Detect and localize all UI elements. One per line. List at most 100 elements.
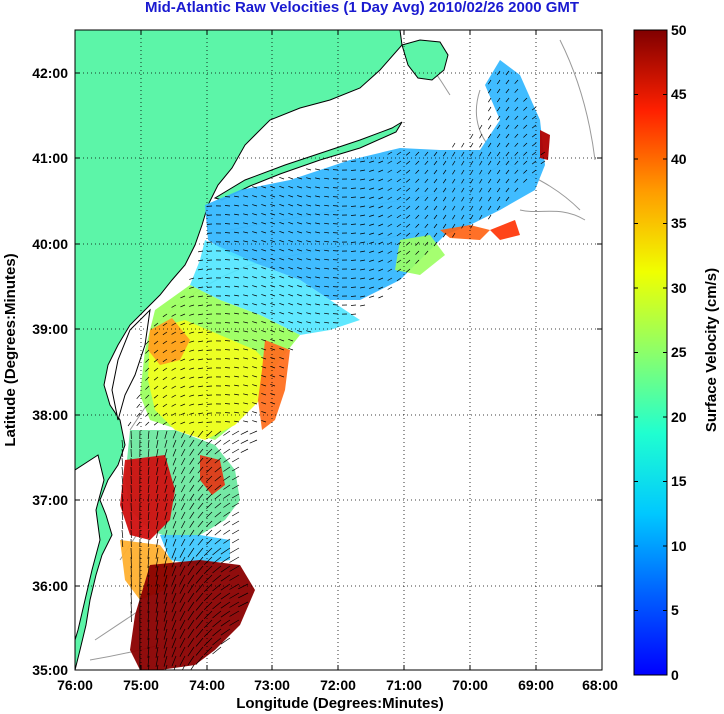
velocity-arrow	[229, 619, 240, 626]
velocity-arrow	[387, 259, 393, 263]
velocity-arrow	[288, 176, 294, 180]
velocity-arrow	[360, 169, 366, 172]
velocity-arrow	[156, 664, 159, 670]
velocity-arrow	[206, 511, 213, 518]
velocity-arrow	[297, 330, 303, 333]
velocity-arrow	[306, 186, 312, 189]
velocity-arrow	[214, 430, 222, 437]
velocity-arrow	[405, 214, 411, 219]
colorbar-ticks: 50 45 40 35 30 25 20 15 10 5 0	[671, 22, 687, 683]
velocity-arrow	[252, 366, 258, 369]
velocity-arrow	[147, 637, 150, 649]
velocity-arrow	[147, 475, 150, 485]
velocity-arrow	[297, 285, 303, 288]
velocity-arrow	[243, 420, 249, 423]
map-grid	[75, 30, 602, 670]
velocity-arrow	[324, 267, 330, 270]
velocity-arrow	[164, 529, 168, 538]
velocity-arrow	[198, 385, 204, 388]
velocity-arrow	[270, 284, 276, 288]
velocity-arrow	[297, 240, 303, 243]
velocity-arrow	[172, 511, 177, 520]
velocity-arrow	[523, 151, 528, 156]
velocity-arrow	[470, 205, 474, 211]
velocity-arrow	[297, 195, 303, 198]
velocity-arrow	[179, 574, 186, 585]
velocity-arrow	[488, 169, 492, 175]
velocity-arrow	[369, 214, 375, 217]
velocity-arrow	[369, 169, 375, 172]
velocity-arrow	[189, 484, 195, 492]
velocity-arrow	[415, 214, 420, 219]
velocity-arrow	[156, 466, 159, 475]
velocity-arrow	[224, 331, 231, 333]
velocity-arrow	[306, 249, 312, 252]
velocity-arrow	[324, 195, 330, 198]
velocity-arrow	[415, 232, 420, 237]
velocity-arrow	[369, 277, 375, 280]
velocity-arrow	[243, 258, 249, 261]
velocity-arrow	[378, 295, 384, 299]
y-tick-label: 37:00	[32, 492, 68, 508]
velocity-arrow	[479, 187, 483, 193]
velocity-arrow	[288, 338, 294, 342]
colorbar-tick-label: 15	[671, 473, 687, 489]
velocity-arrow	[350, 259, 357, 261]
velocity-arrow	[531, 124, 537, 129]
velocity-arrow	[180, 313, 186, 317]
velocity-arrow	[155, 628, 159, 640]
velocity-arrow	[479, 214, 483, 220]
velocity-arrow	[297, 231, 303, 234]
velocity-arrow	[121, 457, 124, 467]
velocity-arrow	[252, 420, 258, 423]
velocity-arrow	[324, 186, 330, 189]
velocity-arrow	[198, 349, 204, 352]
velocity-arrow	[223, 466, 231, 472]
velocity-arrow	[189, 277, 195, 280]
velocity-arrow	[234, 357, 240, 360]
velocity-arrow	[162, 358, 168, 363]
velocity-arrow	[171, 358, 177, 362]
velocity-arrow	[172, 493, 177, 502]
velocity-arrow	[234, 339, 240, 342]
velocity-arrow	[234, 240, 240, 243]
velocity-arrow	[224, 385, 231, 387]
velocity-arrow	[496, 169, 501, 175]
velocity-arrow	[252, 393, 258, 396]
velocity-arrow	[198, 259, 204, 262]
velocity-arrow	[324, 213, 330, 216]
velocity-arrow	[405, 223, 411, 228]
velocity-arrow	[197, 502, 204, 510]
velocity-arrow	[130, 547, 132, 560]
velocity-arrow	[243, 330, 249, 333]
velocity-arrow	[155, 556, 159, 568]
velocity-arrow	[180, 439, 186, 448]
velocity-arrow	[452, 205, 456, 211]
velocity-arrow	[378, 259, 384, 263]
velocity-arrow	[350, 304, 357, 306]
velocity-arrow	[523, 133, 528, 138]
velocity-arrow	[197, 466, 204, 474]
velocity-arrow	[147, 457, 150, 467]
velocity-arrow	[147, 466, 150, 476]
velocity-arrow	[350, 160, 357, 162]
velocity-arrow	[279, 365, 285, 369]
velocity-arrow	[179, 637, 186, 648]
velocity-arrow	[229, 547, 240, 554]
velocity-arrow	[324, 303, 330, 306]
velocity-arrow	[223, 448, 231, 454]
velocity-arrow	[231, 466, 240, 472]
velocity-arrow	[229, 592, 240, 599]
velocity-arrow	[243, 276, 249, 279]
velocity-arrow	[315, 249, 321, 252]
velocity-arrow	[505, 151, 510, 157]
velocity-arrow	[405, 169, 411, 174]
velocity-arrow	[396, 160, 402, 165]
velocity-arrow	[163, 574, 168, 586]
velocity-arrow	[179, 646, 186, 657]
velocity-arrow	[234, 204, 240, 207]
velocity-arrow	[163, 619, 168, 631]
velocity-arrow	[297, 249, 303, 252]
velocity-arrow	[147, 574, 150, 586]
velocity-arrow	[195, 628, 204, 638]
